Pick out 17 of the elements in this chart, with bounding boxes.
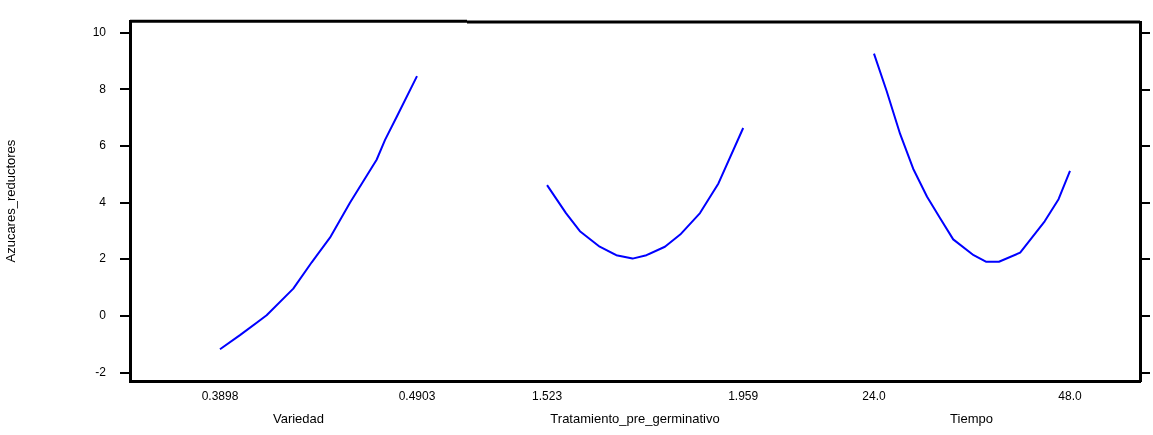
x-tick-label: 0.3898 [201, 388, 239, 403]
x-tick-label: 24.0 [862, 388, 886, 403]
y-tick-label: 10 [92, 24, 107, 39]
x-tick-label: 1.523 [532, 388, 563, 403]
x-axis-title: Tiempo [950, 410, 993, 426]
x-tick-label: 48.0 [1058, 388, 1082, 403]
x-tick-label: 0.4903 [398, 388, 436, 403]
y-tick-label: 8 [99, 81, 107, 96]
y-tick-label: 0 [99, 308, 107, 323]
y-tick-label: -2 [95, 364, 107, 379]
y-axis-title: Azucares_reductores [3, 139, 19, 263]
y-tick-label: 2 [99, 251, 107, 266]
x-axis-title: Variedad [272, 410, 325, 426]
y-tick-label: 6 [99, 138, 107, 153]
x-tick-label: 1.959 [728, 388, 759, 403]
y-tick-label: 4 [99, 194, 107, 209]
x-axis-title: Tratamiento_pre_germinativo [550, 410, 720, 426]
